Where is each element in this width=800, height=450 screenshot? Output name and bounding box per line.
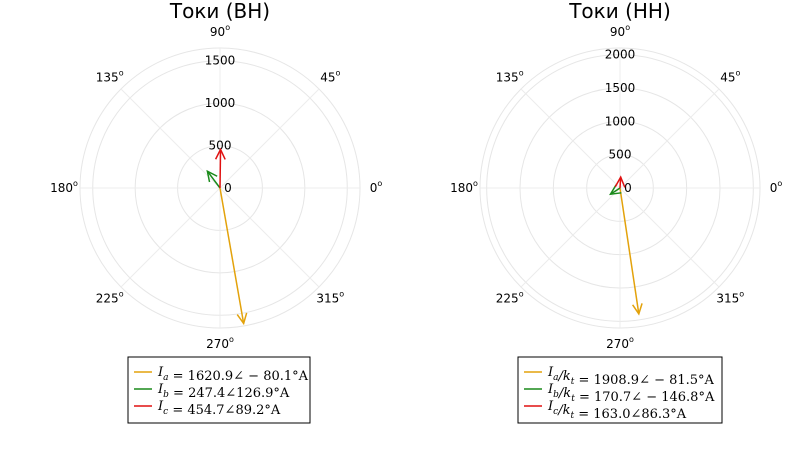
phasor-head (206, 169, 218, 183)
angle-tick-label: 270o (606, 335, 634, 351)
phasor-head (631, 303, 643, 316)
polar-grid (479, 47, 761, 329)
angle-tick-label: 0o (770, 179, 783, 195)
grid-spoke (219, 187, 320, 288)
angle-tick-label: 90o (210, 23, 230, 39)
angle-tick-label: 270o (206, 335, 234, 351)
angle-tick-label: 135o (496, 69, 524, 85)
legend: Ia = 1620.9∠ − 80.1°AIb = 247.4∠126.9°AI… (127, 356, 311, 424)
phasor-arrow (219, 187, 248, 326)
radial-tick-label: 1500 (605, 81, 636, 95)
grid-spoke (619, 88, 720, 189)
grid-spoke (619, 187, 720, 288)
legend-entry: Ib/kt = 170.7∠ − 146.8°A (547, 382, 715, 405)
phasor-arrow (214, 147, 226, 189)
radial-tick-label: 1000 (605, 114, 636, 128)
angle-tick-label: 90o (610, 23, 630, 39)
phasor-head (214, 147, 226, 160)
radial-tick-label: 500 (609, 148, 632, 162)
phasor-arrow (614, 175, 626, 189)
phasor-shaft (619, 177, 622, 189)
grid-spoke (219, 88, 320, 189)
phasor-shaft (610, 187, 621, 195)
legend-entry: Ia = 1620.9∠ − 80.1°A (157, 365, 309, 384)
legend-entry: Ia/kt = 1908.9∠ − 81.5°A (547, 365, 715, 388)
phasor-head (609, 184, 622, 196)
radial-tick-label: 500 (209, 139, 232, 153)
phasor-shaft (619, 187, 640, 314)
polar-grid (79, 47, 361, 329)
angle-tick-label: 135o (96, 69, 124, 85)
angle-tick-label: 180o (50, 179, 78, 195)
phasor-shaft (219, 187, 245, 324)
phasor-arrow (619, 187, 643, 316)
chart-title: Токи (НН) (568, 0, 671, 23)
legend-box (127, 356, 311, 424)
legend-box (517, 356, 723, 424)
legend: Ia/kt = 1908.9∠ − 81.5°AIb/kt = 170.7∠ −… (517, 356, 723, 424)
legend-entry: Ic/kt = 163.0∠86.3°A (547, 399, 687, 422)
radial-tick-label: 1500 (205, 54, 236, 68)
grid-spoke (120, 88, 221, 189)
grid-spoke (120, 187, 221, 288)
angle-tick-label: 45o (720, 69, 740, 85)
polar-chart-hv: Токи (ВН) 0o 45o 90o 135o 180o 225o 270o 315o 0 5… (50, 0, 383, 424)
angle-tick-label: 180o (450, 179, 478, 195)
angle-tick-label: 0o (370, 179, 383, 195)
angle-tick-label: 315o (716, 289, 744, 305)
angle-tick-label: 225o (496, 289, 524, 305)
radial-tick-label: 0 (224, 181, 232, 195)
phasor-head (236, 312, 248, 326)
polar-chart-lv: Токи (НН) 0o 45o 90o 135o 180o 225o 270o 315o 0 5… (450, 0, 783, 424)
radial-tick-label: 1000 (205, 96, 236, 110)
phasor-arrow (206, 169, 221, 189)
angle-tick-label: 315o (316, 289, 344, 305)
radial-tick-label: 2000 (605, 48, 636, 62)
chart-title: Токи (ВН) (169, 0, 270, 23)
grid-spoke (520, 88, 621, 189)
angle-tick-label: 45o (320, 69, 340, 85)
grid-spoke (520, 187, 621, 288)
phasor-head (614, 175, 626, 188)
radial-tick-label: 0 (624, 181, 632, 195)
phasor-shaft (206, 170, 221, 189)
phasor-shaft (219, 149, 222, 189)
angle-tick-label: 225o (96, 289, 124, 305)
legend-entry: Ib = 247.4∠126.9°A (157, 382, 290, 401)
legend-entry: Ic = 454.7∠89.2°A (157, 399, 281, 418)
phasor-arrow (609, 184, 622, 196)
